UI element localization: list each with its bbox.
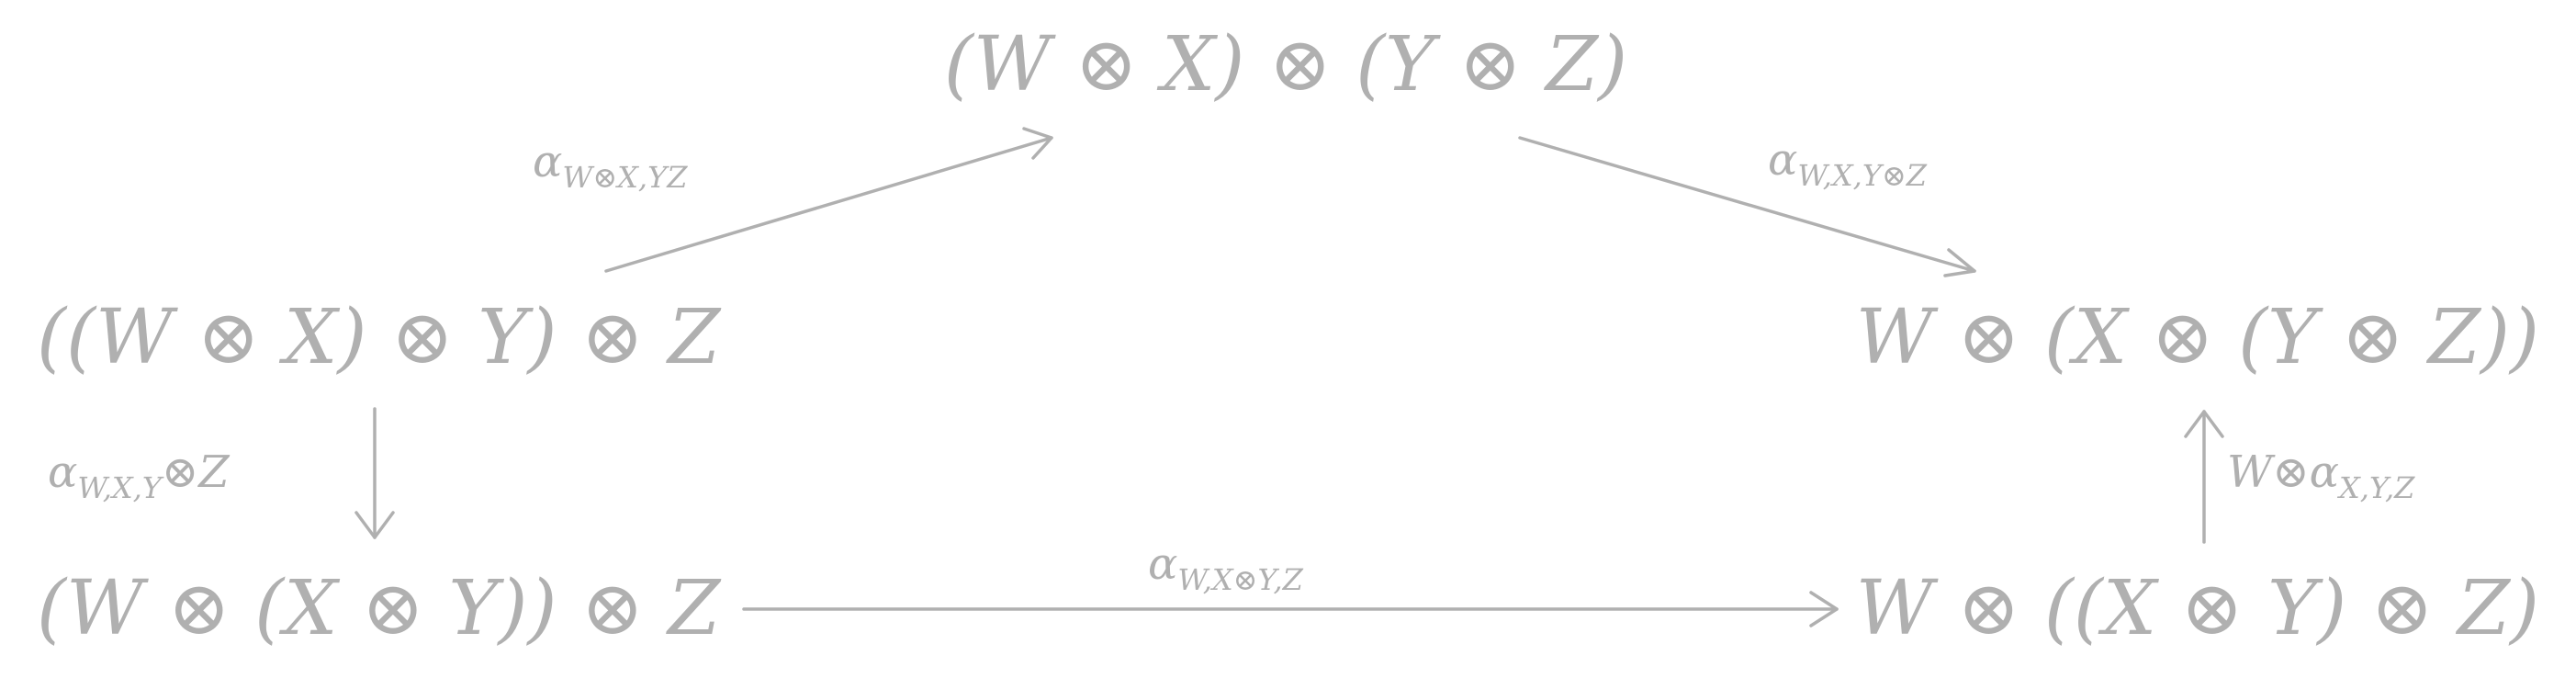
- alpha-symbol: α: [48, 446, 77, 498]
- label-top-to-right: αW,X,Y⊗Z: [1768, 134, 1928, 193]
- arrow-bottom-right-to-right: [2184, 410, 2224, 544]
- node-right: W ⊗ (X ⊗ (Y ⊗ Z)): [1856, 294, 2539, 381]
- label-left-to-bottom-left: αW,X,Y⊗Z: [48, 446, 231, 505]
- label-bottom-left-to-bottom-right: αW,X⊗Y,Z: [1148, 538, 1304, 597]
- alpha-symbol: α: [1768, 134, 1797, 186]
- arrow-top-to-right: [1518, 136, 1976, 277]
- node-bottom-left: (W ⊗ (X ⊗ Y)) ⊗ Z: [37, 565, 722, 652]
- arrow-left-to-top: [604, 127, 1053, 273]
- alpha-subscript: W⊗X,YZ: [562, 160, 688, 195]
- alpha-subscript: W,X⊗Y,Z: [1177, 562, 1303, 597]
- alpha-subscript: X,Y,Z: [2336, 470, 2415, 505]
- label-bottom-right-to-right: W⊗αX,Y,Z: [2227, 446, 2415, 505]
- alpha-prefix: W⊗: [2227, 446, 2310, 498]
- alpha-suffix: ⊗Z: [162, 446, 231, 498]
- alpha-subscript: W,X,Y⊗Z: [1797, 158, 1927, 193]
- arrow-bottom-left-to-bottom-right: [742, 591, 1839, 627]
- arrow-left-to-bottom-left: [354, 407, 395, 539]
- alpha-symbol: α: [1148, 538, 1177, 590]
- node-bottom-right: W ⊗ ((X ⊗ Y) ⊗ Z): [1856, 565, 2539, 652]
- node-left: ((W ⊗ X) ⊗ Y) ⊗ Z: [37, 294, 722, 381]
- node-top: (W ⊗ X) ⊗ (Y ⊗ Z): [944, 21, 1627, 108]
- alpha-symbol: α: [2310, 446, 2339, 498]
- alpha-symbol: α: [533, 136, 562, 187]
- label-left-to-top: αW⊗X,YZ: [533, 136, 688, 195]
- alpha-subscript: W,X,Y: [77, 470, 163, 505]
